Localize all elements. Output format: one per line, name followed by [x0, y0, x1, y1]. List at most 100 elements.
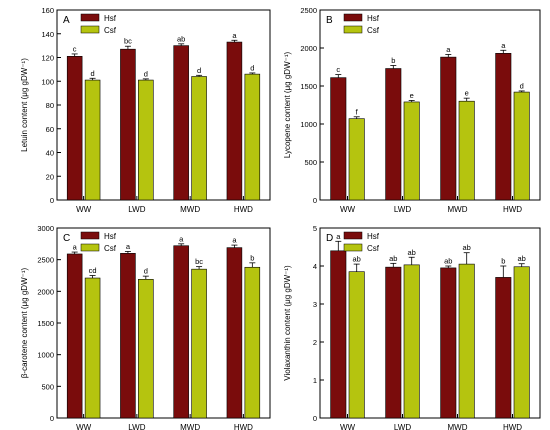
bar-csf	[403, 264, 420, 419]
legend-label: Csf	[104, 26, 117, 35]
y-axis-label: Letuin content (μg gDW⁻¹)	[20, 58, 29, 152]
y-tick-label: 100	[41, 77, 54, 86]
bar-hsf	[330, 250, 347, 419]
bar-csf	[138, 278, 154, 419]
legend-label: Csf	[104, 244, 117, 253]
legend-swatch-hsf	[343, 13, 363, 22]
bar-csf	[513, 91, 530, 201]
significance-letter: bc	[195, 257, 203, 266]
bar-csf	[458, 100, 475, 201]
x-tick-label: WW	[340, 205, 356, 214]
significance-letter: a	[232, 31, 237, 40]
y-tick-label: 0	[50, 414, 54, 423]
significance-letter: e	[410, 91, 414, 100]
x-tick-label: MWD	[448, 205, 468, 214]
bar-hsf	[440, 267, 457, 419]
bar-hsf	[440, 56, 457, 201]
bar-hsf	[66, 253, 83, 419]
bar-csf	[244, 266, 261, 419]
x-tick-label: LWD	[394, 205, 411, 214]
significance-letter: d	[197, 66, 201, 75]
bar-csf	[84, 79, 101, 201]
significance-letter: a	[501, 41, 506, 50]
panel-c: 0 500 1000 1500 2000 2500 3000 β-carotene conte…	[20, 224, 271, 430]
x-tick-label: LWD	[394, 423, 411, 430]
significance-letter: d	[144, 267, 148, 276]
y-tick-label: 1000	[37, 351, 54, 360]
legend-label: Hsf	[367, 232, 380, 241]
significance-letter: a	[73, 243, 78, 252]
legend-swatch-csf	[343, 25, 363, 34]
legend-label: Csf	[367, 26, 380, 35]
bar-hsf	[120, 48, 136, 201]
y-tick-label: 0	[50, 196, 54, 205]
y-tick-label: 500	[41, 382, 54, 391]
plot-frame	[319, 227, 541, 419]
bar-hsf	[66, 56, 83, 201]
bar-hsf	[330, 77, 347, 201]
x-tick-label: WW	[76, 423, 92, 430]
significance-letter: ab	[444, 257, 452, 266]
bar-csf	[348, 271, 365, 419]
y-tick-label: 80	[46, 101, 54, 110]
y-tick-label: 1500	[37, 319, 54, 328]
significance-letter: a	[232, 236, 237, 245]
legend-swatch-hsf	[80, 13, 100, 22]
bar-csf	[403, 101, 420, 201]
y-tick-label: 5	[313, 224, 317, 233]
y-tick-label: 500	[304, 158, 317, 167]
y-tick-label: 3	[313, 300, 317, 309]
significance-letter: c	[336, 65, 340, 74]
x-tick-label: HWD	[503, 205, 522, 214]
y-tick-label: 0	[313, 414, 317, 423]
significance-letter: a	[179, 234, 184, 243]
panel-a: 0 20 40 60 80 100 120 140 160 Letuin content (μg …	[20, 6, 271, 214]
panel-letter: A	[63, 15, 70, 26]
plot-frame	[319, 9, 541, 201]
significance-letter: bc	[124, 37, 132, 46]
bar-hsf	[226, 247, 243, 419]
legend-label: Csf	[367, 244, 380, 253]
legend-swatch-csf	[80, 243, 100, 252]
y-tick-label: 160	[41, 6, 54, 15]
significance-letter: ab	[353, 255, 361, 264]
x-tick-label: HWD	[234, 205, 253, 214]
bar-csf	[138, 79, 154, 201]
panel-letter: B	[326, 15, 333, 26]
legend-swatch-csf	[80, 25, 100, 34]
bar-csf	[513, 266, 530, 419]
y-axis-label: Lycopene content (μg gDW⁻¹)	[283, 51, 292, 158]
x-tick-label: MWD	[180, 205, 200, 214]
x-tick-label: WW	[76, 205, 92, 214]
bar-hsf	[173, 45, 189, 201]
legend-swatch-hsf	[80, 231, 100, 240]
significance-letter: ab	[463, 243, 471, 252]
y-tick-label: 1500	[300, 82, 317, 91]
x-tick-label: LWD	[128, 205, 145, 214]
significance-letter: c	[73, 44, 77, 53]
significance-letter: b	[501, 257, 505, 266]
bar-hsf	[385, 68, 402, 201]
bar-hsf	[173, 245, 189, 419]
bar-csf	[84, 277, 101, 419]
panel-letter: C	[63, 233, 70, 244]
bar-csf	[191, 76, 207, 201]
bar-csf	[458, 263, 475, 419]
significance-letter: ab	[518, 254, 526, 263]
bar-csf	[348, 118, 365, 201]
significance-letter: a	[446, 45, 451, 54]
significance-letter: ab	[408, 248, 416, 257]
bar-hsf	[495, 277, 512, 419]
y-tick-label: 20	[46, 172, 54, 181]
significance-letter: f	[356, 107, 359, 116]
legend-swatch-hsf	[343, 231, 363, 240]
x-tick-label: HWD	[503, 423, 522, 430]
y-tick-label: 3000	[37, 224, 54, 233]
y-tick-label: 2000	[37, 287, 54, 296]
panel-b: 0 500 1000 1500 2000 2500 Lycopene content (μg…	[283, 6, 541, 214]
y-axis-label: β-carotene content (μg gDW⁻¹)	[20, 267, 29, 378]
y-tick-label: 1000	[300, 120, 317, 129]
significance-letter: a	[126, 242, 131, 251]
y-tick-label: 40	[46, 149, 54, 158]
